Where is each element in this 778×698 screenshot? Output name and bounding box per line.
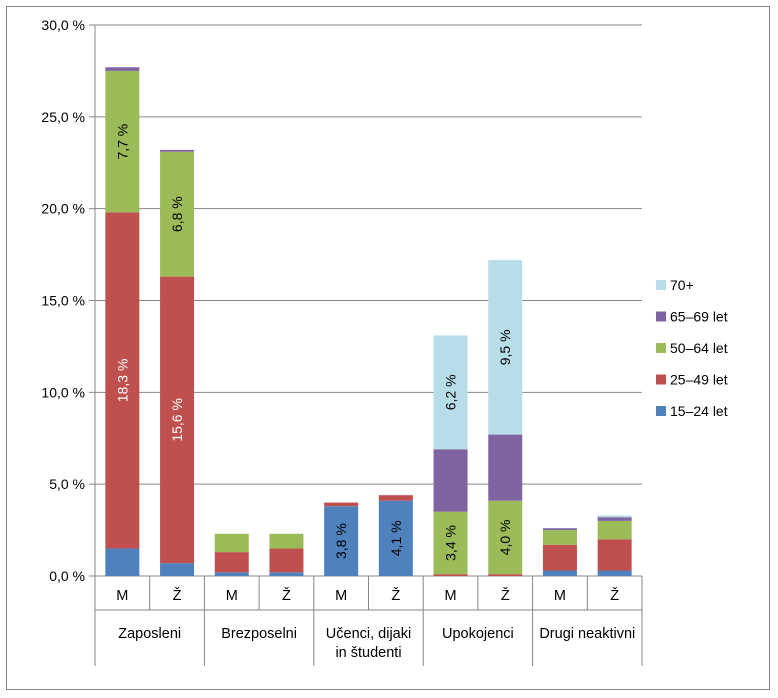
bar-category-label: Ž xyxy=(501,587,510,604)
bar-category-label: M xyxy=(116,588,128,604)
bar-segment xyxy=(542,570,577,576)
bar-segment xyxy=(105,67,140,71)
bar-segment xyxy=(488,260,523,435)
bar-segment xyxy=(433,574,468,576)
bar-segment xyxy=(542,528,577,531)
bar-segment xyxy=(433,449,468,512)
bar-segment xyxy=(597,520,632,540)
legend-label: 15–24 let xyxy=(670,403,728,419)
y-tick-label: 15,0 % xyxy=(41,293,85,309)
bar-segment xyxy=(105,212,140,549)
legend-swatch xyxy=(656,406,666,416)
bar-segment xyxy=(160,563,195,576)
y-tick-label: 5,0 % xyxy=(49,476,85,492)
legend-label: 70+ xyxy=(670,277,694,293)
y-tick-label: 25,0 % xyxy=(41,109,85,125)
data-label: 9,5 % xyxy=(497,329,513,365)
bar-segment xyxy=(433,335,468,450)
bar-category-label: M xyxy=(554,588,566,604)
bar-segment xyxy=(378,500,413,576)
group-label: Brezposelni xyxy=(221,626,297,642)
y-tick-label: 10,0 % xyxy=(41,384,85,400)
data-label: 3,4 % xyxy=(443,525,459,561)
bar-segment xyxy=(105,548,140,576)
data-label: 18,3 % xyxy=(114,359,130,403)
bar-segment xyxy=(160,149,195,152)
bar-segment xyxy=(488,574,523,576)
bar-segment xyxy=(214,533,249,553)
bar-segment xyxy=(597,539,632,571)
bar-segment xyxy=(433,511,468,575)
data-label: 4,1 % xyxy=(388,520,404,556)
legend-swatch xyxy=(656,280,666,290)
bar-category-label: Ž xyxy=(391,587,400,604)
bar-category-label: M xyxy=(445,588,457,604)
bar-segment xyxy=(488,434,523,501)
data-label: 6,2 % xyxy=(443,374,459,410)
data-label: 4,0 % xyxy=(497,520,513,556)
bar-category-label: Ž xyxy=(282,587,291,604)
bar-segment xyxy=(269,533,304,549)
bar-segment xyxy=(597,570,632,576)
bar-segment xyxy=(269,548,304,573)
group-label: Upokojenci xyxy=(442,626,514,642)
y-tick-label: 20,0 % xyxy=(41,201,85,217)
bar-segment xyxy=(160,276,195,564)
group-label: in študenti xyxy=(335,645,401,661)
bar-segment xyxy=(160,151,195,277)
y-tick-label: 30,0 % xyxy=(41,17,85,33)
legend-swatch xyxy=(656,374,666,385)
bar-segment xyxy=(214,552,249,573)
bar-segment xyxy=(378,495,413,501)
group-label: Drugi neaktivni xyxy=(539,626,635,642)
y-tick-label: 0,0 % xyxy=(49,568,85,584)
group-label: Učenci, dijaki xyxy=(326,626,411,642)
bar-category-label: Ž xyxy=(610,587,619,604)
legend-swatch xyxy=(656,343,666,353)
bar-segment xyxy=(542,544,577,571)
bar-segment xyxy=(542,530,577,545)
group-label: Zaposleni xyxy=(118,626,181,642)
bar-segment xyxy=(597,517,632,521)
bar-segment xyxy=(269,572,304,576)
bar-segment xyxy=(324,502,359,507)
bar-segment xyxy=(105,70,140,213)
legend-label: 50–64 let xyxy=(670,340,728,356)
legend-label: 65–69 let xyxy=(670,309,728,325)
bar-category-label: M xyxy=(226,588,238,604)
legend-label: 25–49 let xyxy=(670,372,728,388)
bar-category-label: M xyxy=(335,588,347,604)
data-label: 7,7 % xyxy=(114,124,130,160)
bar-segment xyxy=(488,500,523,575)
bar-segment xyxy=(324,506,359,576)
bar-segment xyxy=(597,515,632,518)
data-label: 15,6 % xyxy=(169,398,185,442)
legend-swatch xyxy=(656,311,666,322)
data-label: 6,8 % xyxy=(169,196,185,232)
data-label: 3,8 % xyxy=(333,523,349,559)
bar-category-label: Ž xyxy=(173,587,182,604)
bar-segment xyxy=(214,572,249,576)
